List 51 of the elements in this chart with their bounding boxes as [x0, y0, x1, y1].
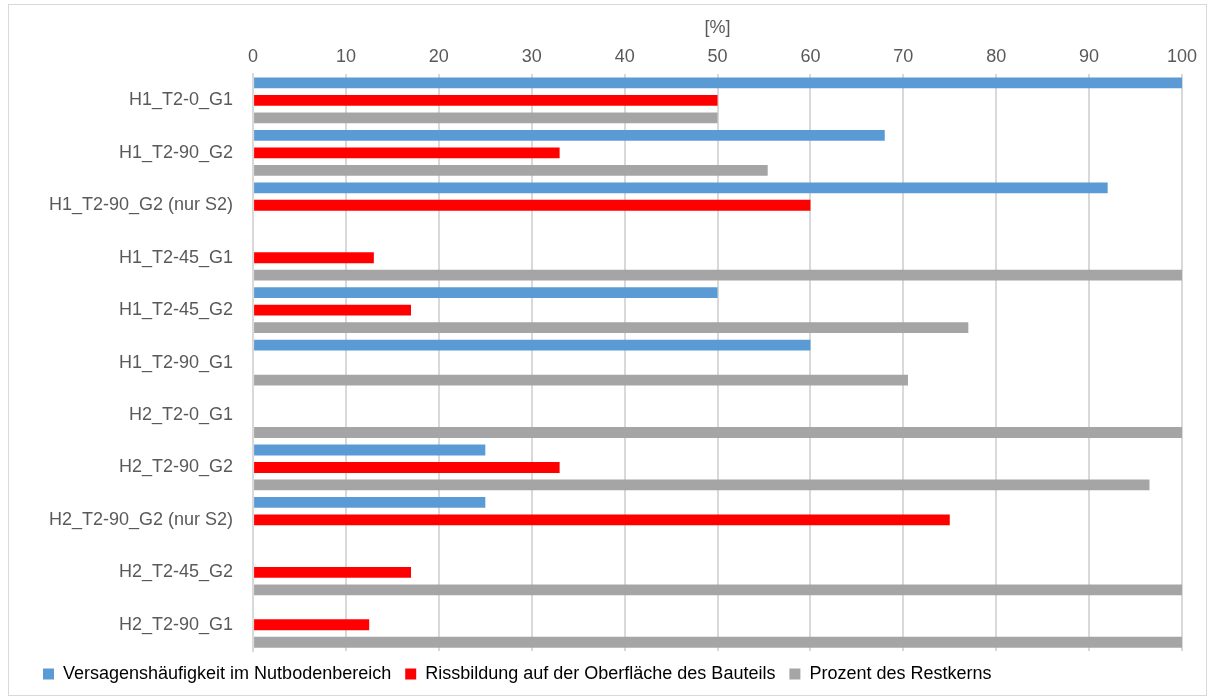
bar [254, 129, 885, 141]
x-tick-label: 0 [248, 46, 259, 67]
x-tick-label: 80 [986, 46, 1007, 67]
bar [254, 269, 1182, 281]
bar [254, 339, 811, 351]
bar [254, 199, 811, 211]
legend-label: Versagenshäufigkeit im Nutbodenbereich [63, 662, 392, 683]
y-tick-label: H1_T2-45_G2 [119, 299, 234, 321]
bar [254, 636, 1182, 648]
bar [254, 514, 950, 526]
legend-label: Prozent des Restkerns [809, 662, 992, 683]
bar [254, 584, 1182, 596]
bar [254, 462, 560, 473]
x-tick-label: 70 [893, 46, 914, 67]
y-tick-label: H2_T2-90_G2 [119, 456, 234, 478]
y-tick-label: H2_T2-90_G2 (nur S2) [48, 508, 234, 530]
bar [254, 479, 1150, 491]
bar [254, 444, 486, 456]
y-tick-label: H1_T2-90_G2 (nur S2) [48, 194, 234, 216]
y-tick-label: H2_T2-45_G2 [119, 561, 234, 583]
bar [254, 95, 718, 106]
bar [254, 252, 374, 264]
bar [254, 497, 486, 508]
x-tick-label: 10 [335, 46, 356, 67]
legend-label: Rissbildung auf der Oberfläche des Bauteils [425, 662, 776, 683]
x-tick-label: 40 [614, 46, 635, 67]
bar [254, 287, 718, 299]
bar [254, 619, 370, 631]
y-tick-label: H1_T2-90_G1 [119, 351, 234, 373]
x-tick-label: 90 [1079, 46, 1100, 67]
x-tick-label: 60 [800, 46, 821, 67]
bar [254, 182, 1108, 194]
y-tick-label: H2_T2-0_G1 [129, 404, 234, 426]
y-tick-label: H1_T2-45_G1 [119, 246, 234, 268]
bar [254, 427, 1182, 438]
bar [254, 322, 969, 334]
bar [254, 304, 411, 316]
bar [254, 374, 908, 386]
x-tick-label: 30 [521, 46, 542, 67]
bar [254, 147, 560, 159]
bar [254, 77, 1182, 89]
x-tick-label: 20 [428, 46, 449, 67]
bar [254, 112, 718, 124]
x-tick-label: 50 [707, 46, 728, 67]
y-tick-label: H1_T2-0_G1 [129, 89, 234, 111]
y-tick-label: H1_T2-90_G2 [119, 141, 234, 163]
x-axis-title: [%] [704, 16, 731, 37]
y-tick-label: H2_T2-90_G1 [119, 613, 234, 635]
bar [254, 566, 411, 578]
x-tick-label: 100 [1166, 46, 1198, 67]
bar [254, 164, 768, 176]
